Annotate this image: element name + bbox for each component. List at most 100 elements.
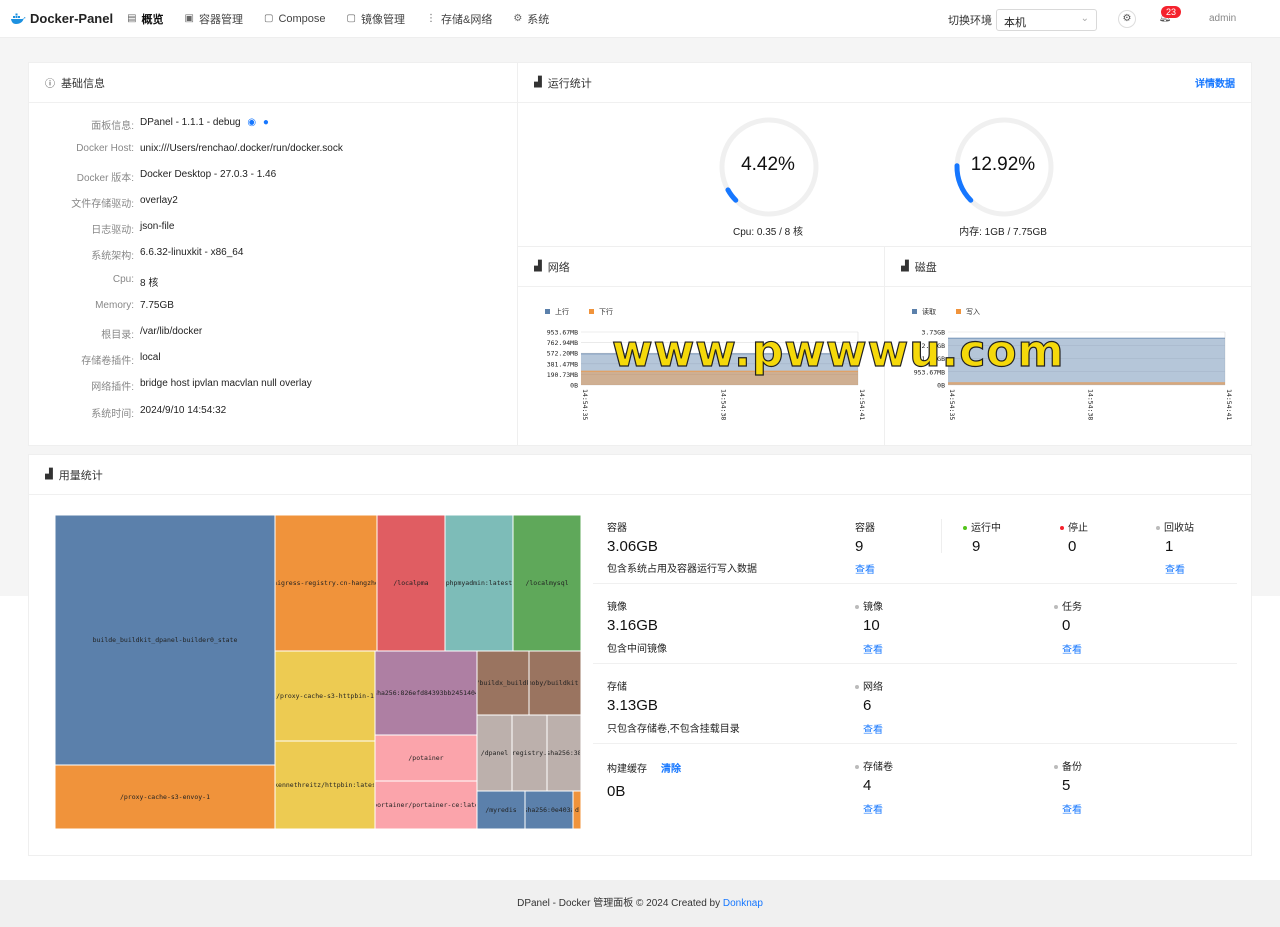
treemap-block: d: [572, 790, 581, 830]
image-icon: ▢: [346, 13, 356, 24]
info-value: DPanel - 1.1.1 - debug ◉ ●: [140, 117, 269, 128]
treemap-rect: [512, 515, 581, 652]
network-header: ▟ 网络: [518, 247, 884, 287]
treemap-label: sha256:826efd84393bb2451404: [373, 689, 479, 697]
info-key: 存储卷插件:: [81, 356, 134, 367]
settings-button[interactable]: ⚙: [1118, 10, 1136, 28]
nav-label: 镜像管理: [360, 13, 405, 26]
treemap-rect: [528, 650, 581, 716]
nav-label: 概览: [141, 13, 164, 26]
runtime-stats-card: ▟ 运行统计 详情数据 4.42% Cpu: 0.35 / 8 核 12.92% …: [517, 62, 1252, 248]
area-0: [948, 338, 1225, 385]
backup-dot: [1054, 765, 1058, 770]
backup-view-link[interactable]: 查看: [1062, 805, 1082, 816]
info-key: Docker Host:: [76, 143, 134, 154]
area-1: [948, 382, 1225, 385]
container-count: 9: [855, 538, 864, 555]
info-key: 系统架构:: [91, 251, 134, 262]
image-desc: 包含中间镜像: [607, 644, 667, 655]
treemap-rect: [546, 714, 581, 792]
footer-author-link[interactable]: Donknap: [722, 898, 763, 909]
treemap-rect: [572, 790, 581, 830]
task-view-link[interactable]: 查看: [1062, 645, 1082, 656]
treemap-label: d: [575, 806, 579, 814]
treemap-block: sha256:0e403a: [524, 790, 574, 830]
info-key: Docker 版本:: [76, 173, 134, 184]
info-key: Memory:: [95, 300, 134, 311]
treemap-block: /proxy-cache-s3-envoy-1: [55, 764, 276, 830]
y-tick-label: 190.73MB: [547, 371, 578, 379]
image-title: 镜像: [607, 602, 627, 613]
info-value: /var/lib/docker: [140, 326, 203, 337]
image-view-link[interactable]: 查看: [863, 645, 883, 656]
info-value: 8 核: [140, 278, 159, 289]
basic-info-card: ⓘ 基础信息 面板信息: DPanel - 1.1.1 - debug ◉ ● Do…: [28, 62, 518, 446]
nav-label: 存储&网络: [440, 13, 493, 26]
detail-data-link[interactable]: 详情数据: [1195, 79, 1235, 90]
running-count: 9: [972, 538, 981, 555]
nav-overview[interactable]: ▤ 概览: [127, 11, 163, 27]
usage-header: ▟ 用量统计: [29, 455, 1251, 495]
nav-images[interactable]: ▢ 镜像管理: [347, 11, 405, 27]
treemap-label: /potainer: [408, 754, 443, 762]
cpu-gauge-track: [719, 117, 819, 217]
running-label: 运行中: [971, 523, 1001, 534]
card-title: 运行统计: [547, 77, 592, 90]
docker-logo-icon: [11, 13, 26, 24]
stopped-count: 0: [1068, 538, 1077, 555]
nav-compose[interactable]: ▢ Compose: [264, 11, 326, 27]
memory-gauge: [954, 117, 1054, 217]
nav-storage-network[interactable]: ⋮ 存储&网络: [426, 11, 492, 27]
github-icon[interactable]: ◉: [247, 117, 257, 128]
env-select[interactable]: 本机 ⌄: [996, 9, 1097, 31]
treemap-rect: [524, 790, 574, 830]
cache-size: 0B: [607, 783, 626, 800]
y-tick-label: 0B: [570, 382, 578, 390]
y-tick-label: 953.67MB: [547, 329, 578, 337]
qq-icon[interactable]: ●: [262, 117, 269, 128]
treemap-label: /proxy-cache-s3-httpbin-1: [276, 692, 374, 700]
y-tick-label: 1.86GB: [922, 355, 946, 363]
treemap-label: builde_buildkit_dpanel-builder0_state: [93, 636, 238, 644]
treemap-label: registry.: [512, 749, 547, 757]
recycle-view-link[interactable]: 查看: [1165, 565, 1185, 576]
container-desc: 包含系统占用及容器运行写入数据: [607, 564, 757, 575]
brand[interactable]: Docker-Panel: [10, 11, 113, 26]
x-tick-label: 14:54:38: [720, 389, 728, 420]
cpu-gauge-arc: [719, 117, 819, 217]
storage-desc: 只包含存储卷,不包含挂载目录: [607, 724, 740, 735]
area-1: [581, 371, 858, 385]
legend-swatch: [545, 309, 550, 314]
treemap-block: /potainer: [374, 734, 478, 782]
info-key: 网络插件:: [91, 382, 134, 393]
y-tick-label: 381.47MB: [547, 360, 578, 368]
treemap-label: moby/buildkit:: [528, 679, 581, 687]
legend-label: 读取: [922, 307, 936, 316]
chart-icon: ▤: [127, 13, 137, 24]
cache-clear-link[interactable]: 清除: [661, 764, 681, 775]
stopped-dot: [1060, 526, 1064, 531]
container-view-link[interactable]: 查看: [855, 565, 875, 576]
info-icon: ⓘ: [45, 79, 55, 90]
nav-system[interactable]: ⚙ 系统: [513, 11, 549, 27]
treemap-block: registry.: [511, 714, 548, 792]
y-tick-label: 572.20MB: [547, 350, 578, 358]
env-value: 本机: [1004, 17, 1026, 29]
treemap-label: higress-registry.cn-hangzho: [273, 579, 379, 587]
watermark: www.pwwwu.com: [611, 325, 1065, 377]
panel-version: DPanel - 1.1.1 - debug: [140, 117, 241, 128]
user-menu[interactable]: admin: [1209, 13, 1237, 24]
net-view-link[interactable]: 查看: [863, 725, 883, 736]
x-tick-label: 14:54:35: [581, 389, 589, 420]
treemap-rect: [476, 650, 530, 716]
usage-treemap: builde_buildkit_dpanel-builder0_state/pr…: [55, 515, 581, 830]
info-key: Cpu:: [112, 274, 134, 285]
treemap-rect: [476, 790, 526, 830]
info-value: json-file: [140, 221, 175, 232]
nav-containers[interactable]: ▣ 容器管理: [185, 11, 243, 27]
treemap-rect: [274, 740, 376, 830]
cpu-percent: 4.42%: [741, 154, 795, 175]
volume-view-link[interactable]: 查看: [863, 805, 883, 816]
net-count: 6: [863, 697, 872, 714]
nav-label: 容器管理: [199, 13, 243, 26]
